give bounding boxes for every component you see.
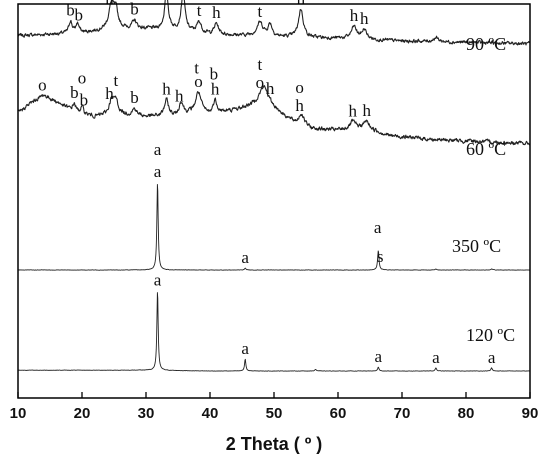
x-tick-label: 30 (138, 405, 155, 422)
peak-label: o (38, 76, 47, 95)
peak-label: a (375, 347, 383, 366)
peak-label: h (266, 79, 275, 98)
x-tick-label: 60 (330, 405, 347, 422)
peak-label: a (488, 348, 496, 367)
x-tick-label: 80 (458, 405, 475, 422)
pattern-label: 90 ºC (466, 34, 506, 54)
peak-label: h (350, 6, 359, 25)
peak-label: t (197, 1, 202, 20)
peak-label: o (194, 72, 203, 91)
plot-frame (17, 3, 531, 399)
peak-label: h (360, 9, 369, 28)
peak-label: o (256, 73, 265, 92)
peak-label: s (377, 247, 384, 266)
peak-label: h (175, 86, 184, 105)
curves: bbhtbhhththhh90 ºCobobhtbhhtobhtohohhh60… (17, 0, 531, 372)
pattern-curve (17, 0, 531, 46)
peak-label: a (154, 162, 162, 181)
peak-label: b (130, 88, 139, 107)
peak-label: a (432, 348, 440, 367)
pattern-curve (17, 183, 531, 271)
pattern-label: 60 ºC (466, 139, 506, 159)
x-tick-label: 70 (394, 405, 411, 422)
peak-label: t (258, 55, 263, 74)
peak-label: a (241, 248, 249, 267)
x-tick-label: 90 (522, 405, 539, 422)
peak-label: b (130, 0, 139, 19)
peak-label: h (295, 96, 304, 115)
peak-label: a (374, 218, 382, 237)
pattern-1: bbhtbhhththhh90 ºC (17, 0, 531, 54)
peak-label: h (363, 101, 372, 120)
x-axis-title: 2 Theta ( º ) (226, 434, 323, 454)
x-axis: 10 20 30 40 50 60 70 80 90 (10, 3, 539, 422)
peak-label: h (105, 84, 114, 103)
peak-label: h (212, 3, 221, 22)
peak-label: b (80, 90, 89, 109)
peak-label: t (258, 2, 263, 21)
peak-label: h (348, 101, 357, 120)
peak-label: a (241, 339, 249, 358)
pattern-curve (17, 85, 531, 146)
peak-label: b (210, 65, 219, 84)
peak-label: h (211, 80, 220, 99)
x-tick-label: 20 (74, 405, 91, 422)
peak-label: b (66, 0, 75, 19)
peak-label: o (295, 78, 304, 97)
pattern-label: 120 ºC (466, 325, 515, 345)
peak-label: b (75, 5, 84, 24)
peak-label: o (78, 68, 87, 87)
x-tick-label: 50 (266, 405, 283, 422)
pattern-curve (17, 292, 530, 372)
peak-label: b (70, 83, 79, 102)
peak-label: a (154, 140, 162, 159)
x-tick-label: 40 (202, 405, 219, 422)
peak-label: a (154, 270, 162, 289)
pattern-4: a a a a a 120 ºC (17, 270, 530, 372)
peak-label: t (194, 59, 199, 78)
x-tick-label: 10 (10, 405, 27, 422)
peak-label: t (114, 71, 119, 90)
pattern-label: 350 ºC (452, 236, 501, 256)
peak-label: h (162, 80, 171, 99)
